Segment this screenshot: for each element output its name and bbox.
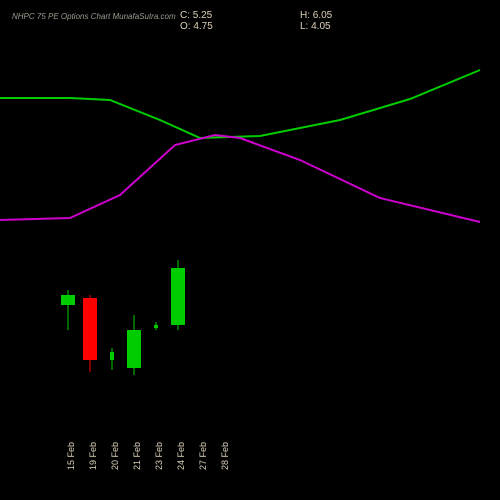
candle-body [154,325,158,328]
x-axis-label: 21 Feb [132,442,142,470]
x-axis-label: 23 Feb [154,442,164,470]
x-axis-label: 15 Feb [66,442,76,470]
x-axis-label: 20 Feb [110,442,120,470]
lines-group [0,70,480,222]
candle-body [127,330,141,368]
chart-line [0,135,480,222]
chart-line [0,70,480,138]
candle-body [171,268,185,325]
x-axis-label: 27 Feb [198,442,208,470]
candle-body [61,295,75,305]
x-axis-label: 24 Feb [176,442,186,470]
x-axis-labels: 15 Feb 19 Feb 20 Feb 21 Feb 23 Feb 24 Feb 27 F… [0,425,500,475]
x-axis-label: 19 Feb [88,442,98,470]
candles-group [61,260,185,375]
candle-body [110,352,114,360]
candle-body [83,298,97,360]
x-axis-label: 28 Feb [220,442,230,470]
